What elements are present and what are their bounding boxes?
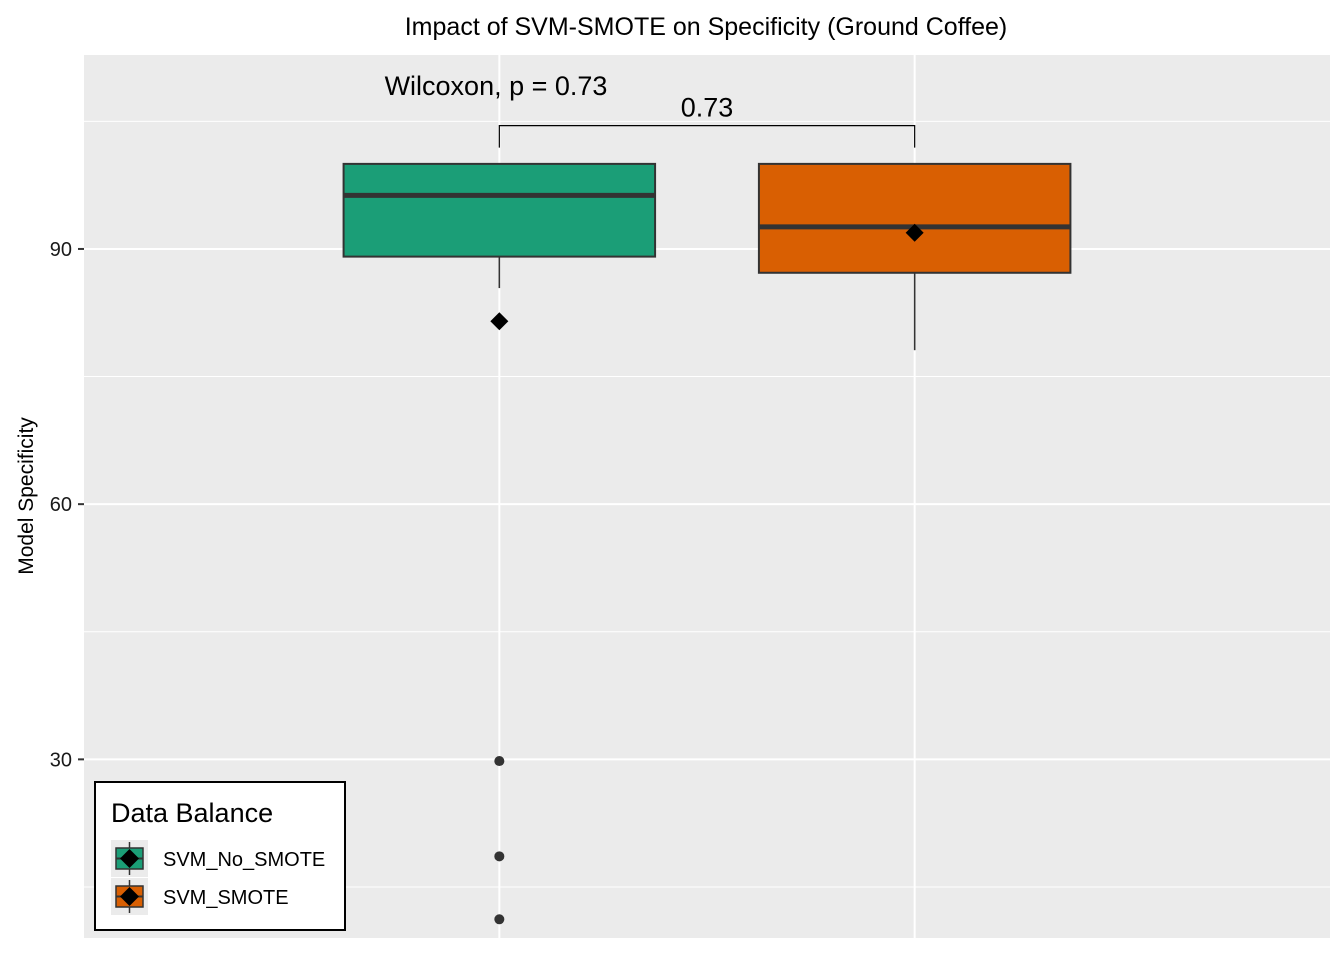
box-SVM_SMOTE [757, 162, 1072, 351]
legend-title: Data Balance [111, 798, 273, 828]
annotation-layer: 0.73 Wilcoxon, p = 0.73 [385, 71, 916, 148]
legend-label: SVM_SMOTE [163, 887, 289, 909]
y-axis: 30 60 90 [50, 239, 84, 771]
legend-entry-SVM_No_SMOTE: SVM_No_SMOTE [111, 840, 325, 877]
chart-title: Impact of SVM-SMOTE on Specificity (Grou… [405, 13, 1008, 41]
boxes-layer [342, 162, 1072, 925]
mean-marker [905, 223, 924, 242]
box-SVM_No_SMOTE [342, 162, 657, 925]
outlier-point [494, 914, 505, 925]
box-iqr [342, 162, 657, 258]
test-label: Wilcoxon, p = 0.73 [385, 71, 608, 101]
legend-key-mean-marker [120, 887, 139, 906]
y-tick-label: 30 [50, 749, 72, 771]
y-axis-title: Model Specificity [15, 417, 38, 575]
bracket-p-label: 0.73 [681, 93, 734, 123]
box-iqr [757, 162, 1072, 274]
legend-label: SVM_No_SMOTE [163, 849, 325, 871]
legend: Data Balance SVM_No_SMOTE SVM_SMOTE [94, 781, 346, 931]
legend-entry-SVM_SMOTE: SVM_SMOTE [111, 878, 289, 915]
legend-entries: SVM_No_SMOTE SVM_SMOTE [111, 840, 325, 915]
outlier-point [494, 756, 505, 767]
significance-bracket [498, 125, 916, 148]
y-tick-label: 60 [50, 494, 72, 516]
mean-marker [490, 312, 509, 331]
y-tick-label: 90 [50, 239, 72, 261]
outlier-point [494, 851, 505, 862]
legend-key-mean-marker [120, 849, 139, 868]
